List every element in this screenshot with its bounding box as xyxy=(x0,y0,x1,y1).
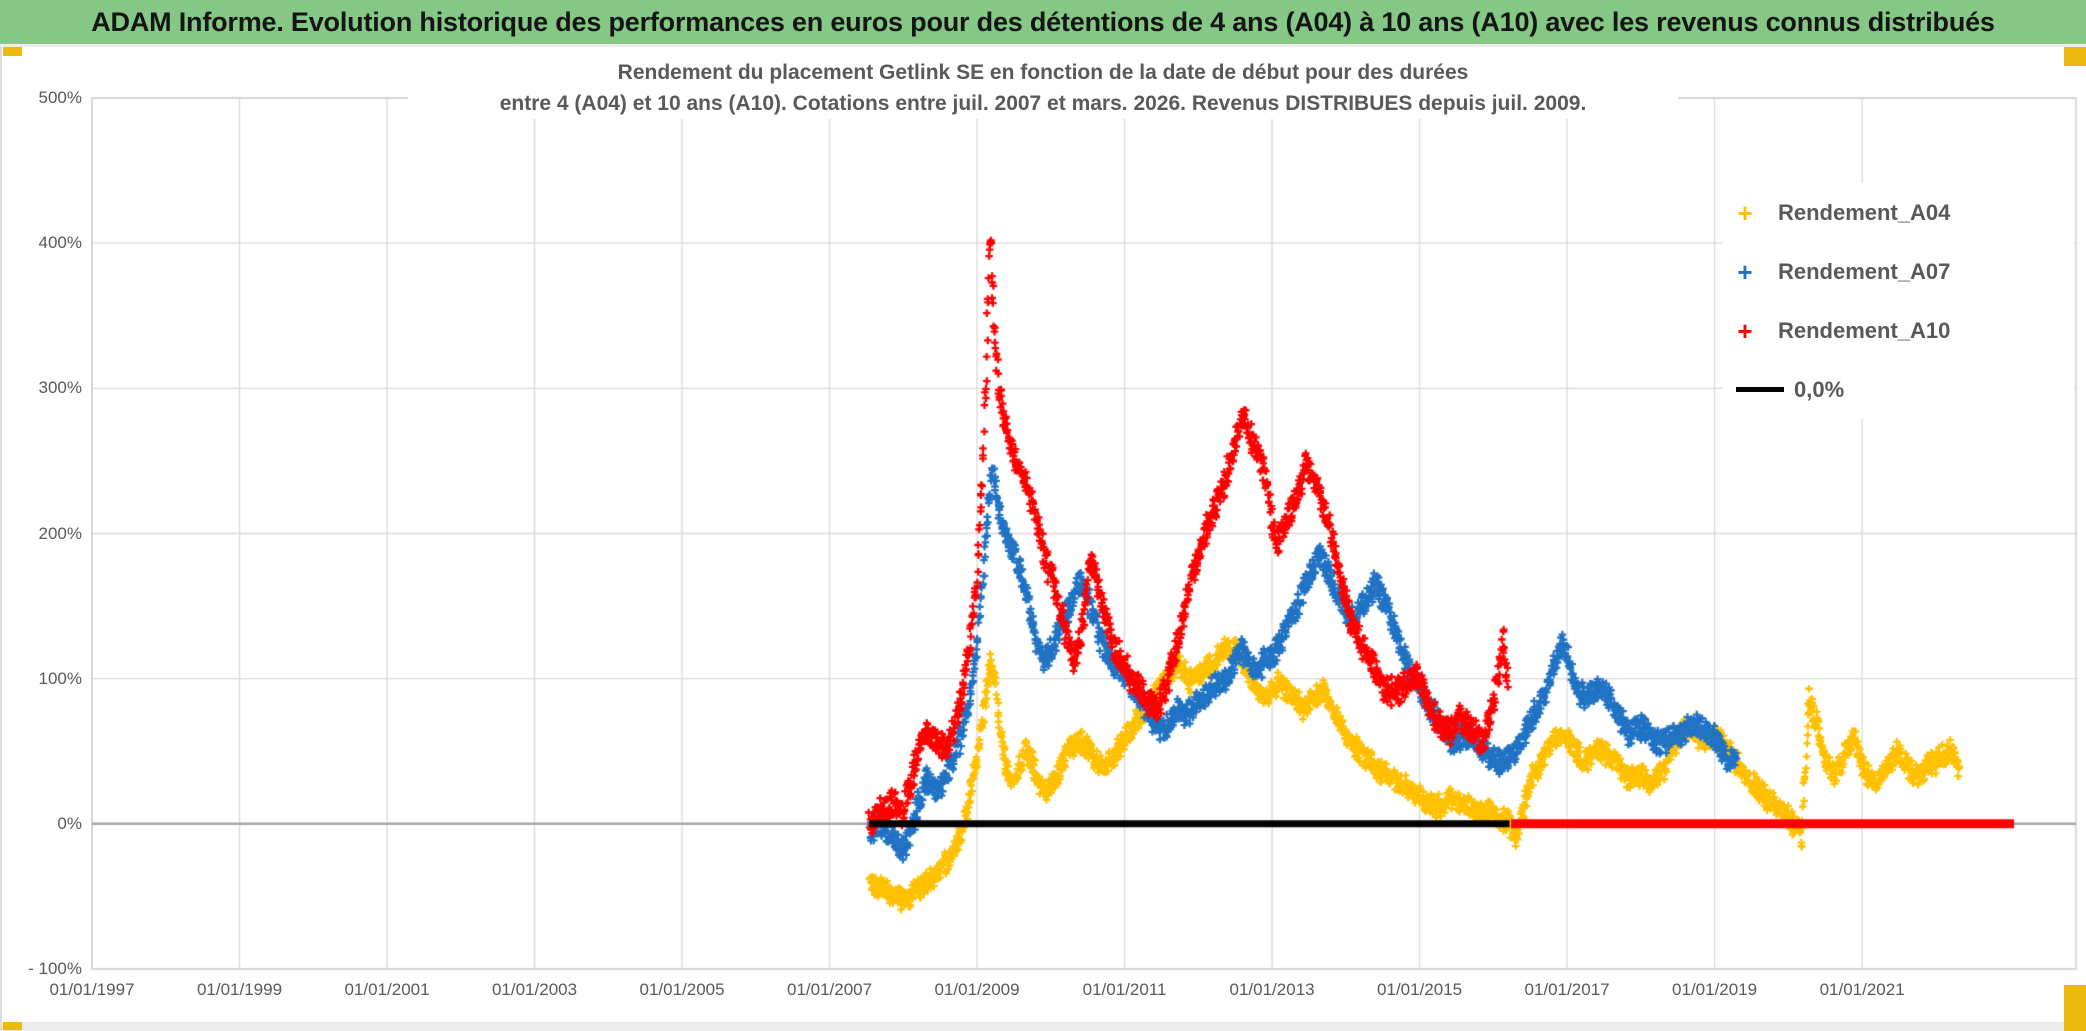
sheet-accent-bottom-right xyxy=(2064,985,2086,1031)
sheet-bottom-strip xyxy=(0,1022,2086,1031)
legend-label: Rendement_A07 xyxy=(1778,258,1951,284)
legend-label: Rendement_A04 xyxy=(1778,199,1951,225)
legend-item-zero-line[interactable]: 0,0% xyxy=(1722,360,2074,419)
legend-item-a04[interactable]: + Rendement_A04 xyxy=(1722,183,2074,242)
legend-label: 0,0% xyxy=(1794,376,1845,402)
sheet-accent-bottom-left xyxy=(3,1022,22,1030)
chart-title-line2: entre 4 (A04) et 10 ans (A10). Cotations… xyxy=(499,92,1587,115)
sheet-accent-top-right xyxy=(2064,47,2086,66)
plus-marker-icon: + xyxy=(1737,197,1753,228)
legend-label: Rendement_A10 xyxy=(1778,317,1951,343)
plus-marker-icon: + xyxy=(1737,256,1753,287)
legend-item-a07[interactable]: + Rendement_A07 xyxy=(1722,242,2074,301)
line-marker-icon xyxy=(1736,387,1784,392)
sheet-accent-top-left xyxy=(3,47,22,56)
chart-title-line1: Rendement du placement Getlink SE en fon… xyxy=(617,61,1469,84)
legend-item-a10[interactable]: + Rendement_A10 xyxy=(1722,301,2074,360)
chart-legend: + Rendement_A04 + Rendement_A07 + Rendem… xyxy=(1722,183,2074,419)
sheet-left-edge xyxy=(0,47,2,1031)
plus-marker-icon: + xyxy=(1737,315,1753,346)
chart-title: Rendement du placement Getlink SE en fon… xyxy=(408,57,1678,119)
